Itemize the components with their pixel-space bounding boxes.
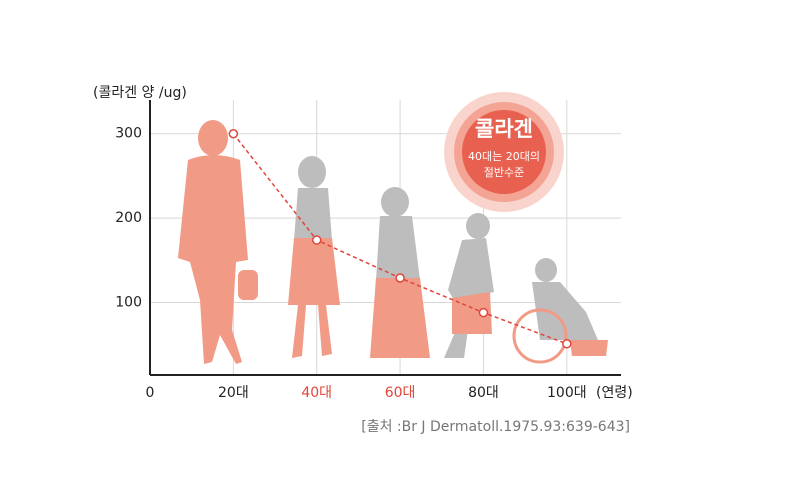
y-tick-label: 200	[115, 210, 142, 226]
silhouettes	[178, 120, 608, 364]
x-axis-label: (연령)	[596, 385, 633, 401]
source: [출처 :Br J Dermatoll.1975.93:639-643]	[361, 419, 630, 435]
annotation-line: 40대는 20대의	[468, 150, 540, 163]
point	[478, 307, 489, 318]
annotation-line: 절반수준	[484, 166, 524, 179]
point	[562, 339, 572, 349]
point	[228, 128, 239, 139]
y-tick-label: 100	[115, 294, 142, 310]
x-tick-label: 0	[146, 385, 155, 401]
point	[311, 235, 322, 245]
x-tick-label: 60대	[385, 385, 416, 401]
x-tick-label: 40대	[301, 385, 332, 401]
x-tick-label: 80대	[468, 385, 499, 401]
x-tick-label: 100대	[547, 385, 587, 401]
annotation-title: 콜라겐	[475, 117, 533, 141]
y-tick-label: 300	[115, 126, 142, 142]
point	[395, 273, 405, 283]
y-axis-label: (콜라겐 양 /ug)	[93, 85, 187, 101]
annotation: 콜라겐 40대는 20대의 절반수준	[444, 92, 564, 212]
x-tick-label: 20대	[218, 385, 249, 401]
